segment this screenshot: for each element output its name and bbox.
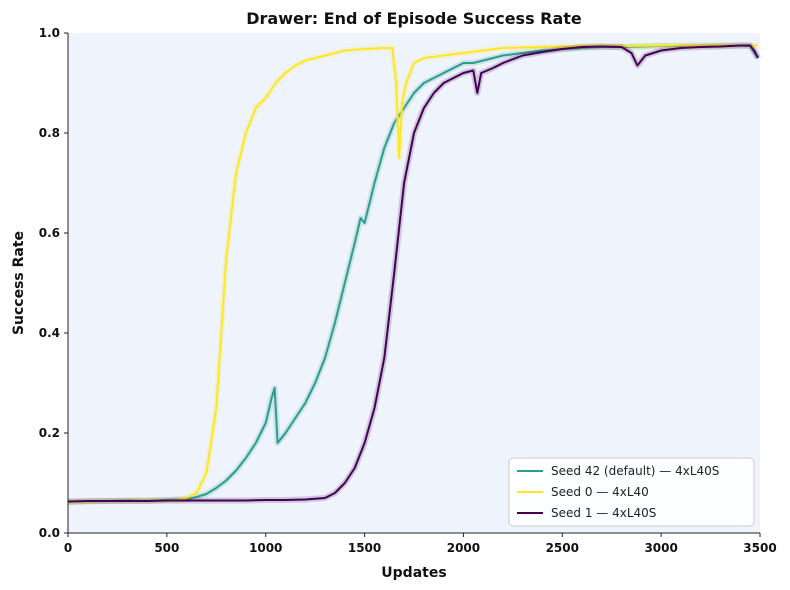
plot-area xyxy=(68,33,760,533)
y-tick-label: 1.0 xyxy=(39,26,60,40)
legend: Seed 42 (default) — 4xL40S Seed 0 — 4xL40… xyxy=(508,457,755,527)
x-tick-label: 1000 xyxy=(249,541,282,555)
x-tick-label: 0 xyxy=(64,541,72,555)
x-tick-label: 1500 xyxy=(348,541,381,555)
y-tick-label: 0.6 xyxy=(39,226,60,240)
y-tick-label: 0.0 xyxy=(39,526,60,540)
x-tick-label: 500 xyxy=(154,541,179,555)
x-tick-label: 2000 xyxy=(447,541,480,555)
legend-box xyxy=(508,457,755,527)
y-tick-label: 0.4 xyxy=(39,326,60,340)
y-tick-label: 0.8 xyxy=(39,126,60,140)
legend-label-0: Seed 42 (default) — 4xL40S xyxy=(551,464,719,478)
y-axis-label: Success Rate xyxy=(11,231,27,335)
x-ticks: 0 500 1000 1500 2000 2500 3000 3500 xyxy=(64,533,777,555)
x-tick-label: 2500 xyxy=(546,541,579,555)
axes-layer xyxy=(67,33,760,534)
y-ticks: 0.0 0.2 0.4 0.6 0.8 1.0 xyxy=(39,26,68,540)
series-line-1 xyxy=(67,44,758,503)
legend-label-1: Seed 0 — 4xL40 xyxy=(551,485,649,499)
legend-label-2: Seed 1 — 4xL40S xyxy=(551,506,656,520)
x-tick-label: 3500 xyxy=(743,541,776,555)
y-tick-label: 0.2 xyxy=(39,426,60,440)
series-layer xyxy=(67,42,761,505)
series-line-2 xyxy=(67,44,759,503)
x-tick-label: 3000 xyxy=(644,541,677,555)
chart-title: Drawer: End of Episode Success Rate xyxy=(246,9,582,28)
x-axis-label: Updates xyxy=(381,565,446,581)
